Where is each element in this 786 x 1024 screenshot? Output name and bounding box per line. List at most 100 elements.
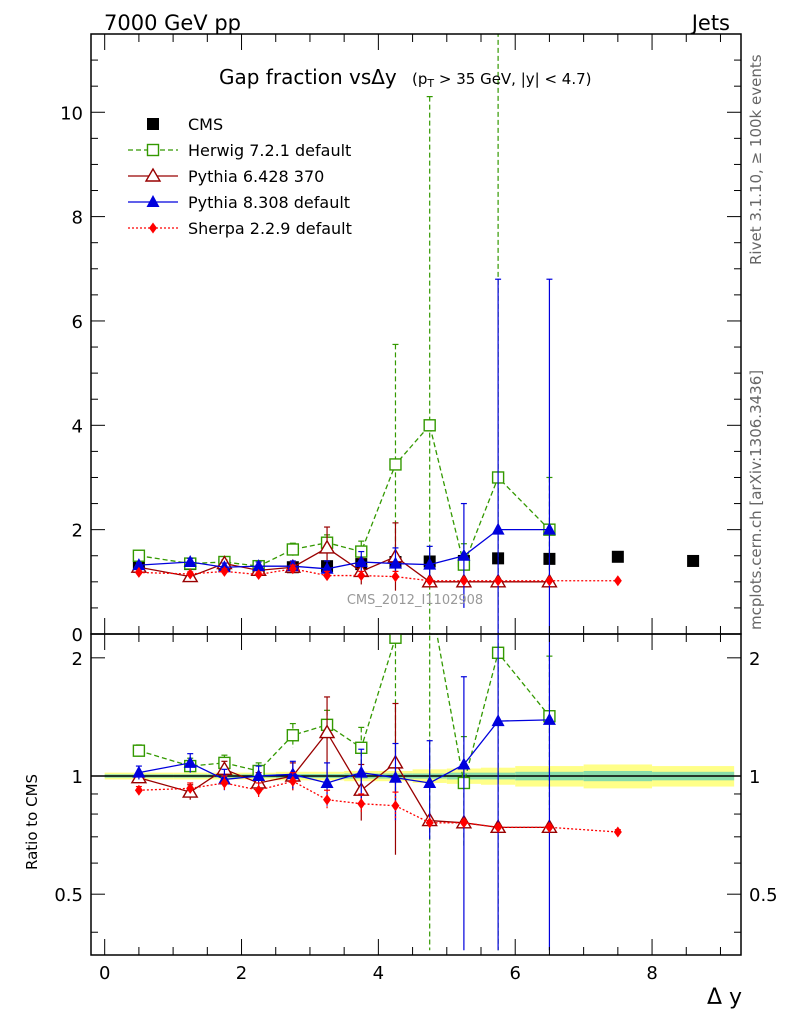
ratio-xtick-label: 4 (373, 963, 384, 984)
main-title: Gap fraction vsΔy (219, 65, 397, 89)
main-point-3-10 (491, 522, 505, 535)
main-series-0 (132, 550, 700, 574)
main-title-text: Gap fraction vsΔy (219, 65, 397, 89)
ratio-ytick-label-right: 0.5 (749, 885, 778, 906)
main-series-3 (132, 278, 556, 634)
main-point-4-11 (545, 575, 554, 587)
ratio-point-2-3 (252, 769, 266, 782)
legend-marker-2 (144, 167, 162, 182)
ratio-xtick-label: 8 (646, 963, 657, 984)
legend: CMS Herwig 7.2.1 default Pythia 6.428 370 P… (128, 115, 352, 238)
legend-label-3: Pythia 8.308 default (188, 193, 350, 212)
main-point-3-3 (252, 559, 266, 572)
ratio-frame (90, 633, 742, 956)
ratio-series-2 (132, 634, 556, 951)
main-ytick-label: 6 (72, 312, 83, 333)
main-point-4-6 (357, 570, 366, 582)
ratio-point-3-10 (494, 821, 503, 833)
main-point-3-6 (354, 555, 368, 567)
ratio-point-0-7 (389, 634, 402, 644)
main-series-line-1 (138, 423, 550, 567)
ratio-point-3-0 (134, 784, 143, 796)
main-point-4-1 (186, 568, 195, 580)
main-point-3-0 (132, 558, 146, 571)
ratio-point-3-2 (220, 777, 229, 789)
mcplots-label: mcplots.cern.ch [arXiv:1306.3436] (747, 370, 765, 630)
main-series-line-4 (138, 568, 618, 582)
main-point-4-7 (391, 571, 400, 583)
ratio-ytick-label-right: 2 (749, 649, 760, 670)
main-series-1 (132, 34, 556, 634)
main-ytick-label: 10 (60, 103, 83, 124)
ratio-point-3-3 (254, 784, 263, 796)
main-point-0-12 (611, 550, 624, 563)
legend-marker-4 (149, 222, 157, 234)
legend-item-3: Pythia 8.308 default (128, 193, 350, 212)
ratio-ylabel: Ratio to CMS (23, 774, 41, 870)
ratio-point-2-0 (132, 765, 146, 778)
main-series-line-3 (138, 529, 550, 570)
ratio-point-3-11 (545, 821, 554, 833)
main-point-3-1 (183, 555, 197, 567)
ratio-xtick-label: 2 (236, 963, 247, 984)
ratio-point-3-5 (323, 794, 332, 806)
main-point-3-8 (423, 557, 437, 570)
main-point-3-9 (457, 548, 471, 561)
legend-label-2: Pythia 6.428 370 (188, 167, 324, 186)
main-point-3-7 (388, 556, 402, 569)
main-point-0-13 (687, 554, 700, 567)
ratio-point-3-7 (391, 800, 400, 812)
legend-item-4: Sherpa 2.2.9 default (128, 219, 352, 238)
ratio-point-3-12 (613, 826, 622, 838)
header-left: 7000 GeV pp (104, 11, 241, 35)
legend-item-1: Herwig 7.2.1 default (128, 141, 351, 160)
ratio-point-2-10 (491, 714, 505, 727)
legend-marker-0 (147, 118, 159, 130)
ratio-point-3-6 (357, 798, 366, 810)
legend-label-0: CMS (188, 115, 223, 134)
ratio-point-3-4 (288, 775, 297, 787)
main-panel: 0 2 4 6 8 10 Gap fraction vsΔy (pT > 35 GeV, … (60, 33, 742, 646)
main-point-4-2 (220, 565, 229, 577)
ratio-point-3-8 (425, 817, 434, 829)
header-right: Jets (690, 11, 730, 35)
main-point-1-4 (286, 543, 300, 556)
main-point-4-4 (288, 563, 297, 575)
ratio-point-2-7 (388, 770, 402, 783)
legend-marker-1 (146, 143, 160, 157)
main-series-4 (134, 563, 622, 587)
legend-item-2: Pythia 6.428 370 (128, 167, 324, 186)
ratio-point-0-0 (132, 744, 146, 757)
main-ytick-label: 2 (72, 521, 83, 542)
ratio-series-3 (134, 772, 622, 838)
main-point-4-8 (425, 575, 434, 587)
legend-label-1: Herwig 7.2.1 default (188, 141, 351, 160)
main-point-4-3 (254, 569, 263, 581)
ratio-ytick-label-right: 1 (749, 767, 760, 788)
main-point-1-7 (389, 458, 402, 471)
ratio-xtick-label: 0 (99, 963, 110, 984)
main-point-4-9 (459, 575, 468, 587)
main-ytick-label: 0 (72, 625, 83, 646)
legend-marker-3 (146, 195, 160, 207)
main-point-3-11 (542, 522, 556, 535)
ratio-series-line-3 (138, 780, 618, 833)
legend-item-0: CMS (147, 115, 223, 134)
ratio-point-2-11 (542, 712, 556, 725)
main-title-sub: (pT > 35 GeV, |y| < 4.7) (412, 70, 592, 90)
ratio-point-3-9 (459, 817, 468, 829)
ratio-panel: 0.5 0.5 1 1 2 2 0 2 4 6 8 Ratio to CMS (23, 633, 778, 984)
ratio-xtick-label: 6 (509, 963, 520, 984)
main-ytick-label: 4 (72, 416, 83, 437)
legend-label-4: Sherpa 2.2.9 default (188, 219, 352, 238)
main-point-4-12 (613, 575, 622, 587)
ratio-point-1-5 (318, 724, 336, 739)
ratio-series-line-0 (138, 634, 550, 784)
ratio-point-2-1 (183, 755, 197, 768)
ratio-point-2-5 (320, 775, 334, 788)
ratio-point-3-1 (186, 782, 195, 794)
main-ytick-label: 8 (72, 208, 83, 229)
main-point-1-8 (423, 419, 436, 432)
x-axis-label: Δ y (707, 985, 742, 1010)
